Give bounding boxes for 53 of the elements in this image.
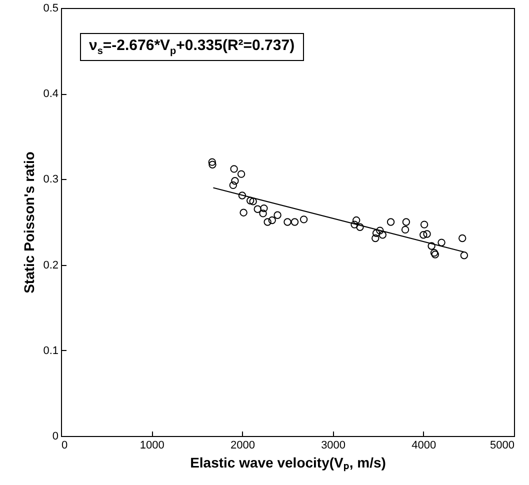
point bbox=[460, 252, 468, 260]
x-tick-label: 4000 bbox=[412, 440, 436, 452]
y-tick-label: 0.5 bbox=[43, 2, 58, 14]
point bbox=[254, 205, 262, 214]
point bbox=[376, 226, 384, 234]
point bbox=[284, 218, 292, 226]
point bbox=[378, 230, 386, 239]
point bbox=[237, 170, 246, 178]
x-tick-label: 3000 bbox=[321, 440, 346, 452]
point bbox=[356, 223, 364, 231]
y-tick-label: 0.2 bbox=[43, 259, 58, 272]
annotation: ν$_{s}$=-2.676*V$_{p}$+0.335(R²=0.737) bbox=[80, 33, 304, 61]
point bbox=[238, 192, 246, 200]
point bbox=[423, 230, 431, 238]
point bbox=[274, 211, 282, 219]
x-tick-label: 1000 bbox=[140, 440, 164, 452]
y-tick-label: 0.4 bbox=[43, 88, 58, 100]
point bbox=[246, 196, 254, 204]
point bbox=[428, 242, 436, 250]
y-tick-label: 0.1 bbox=[43, 344, 58, 357]
point bbox=[420, 220, 428, 228]
point bbox=[300, 216, 308, 224]
point bbox=[386, 218, 395, 226]
point bbox=[290, 218, 299, 226]
point bbox=[372, 234, 380, 242]
point bbox=[229, 181, 237, 190]
point bbox=[268, 216, 276, 224]
point bbox=[420, 230, 428, 239]
point bbox=[208, 158, 216, 166]
x-axis-title: Elastic wave velocity(Vₚ, m/s) bbox=[190, 454, 386, 472]
point bbox=[231, 177, 239, 185]
point bbox=[438, 238, 446, 246]
point bbox=[249, 198, 257, 206]
point bbox=[208, 160, 216, 168]
point bbox=[401, 226, 410, 234]
x-tick-label: 2000 bbox=[230, 440, 255, 452]
point bbox=[352, 216, 360, 224]
y-tick-label: 0 bbox=[52, 430, 58, 442]
x-tick-label: 5000 bbox=[490, 440, 514, 452]
point bbox=[260, 204, 268, 212]
point bbox=[240, 208, 248, 216]
point bbox=[458, 234, 466, 242]
y-axis-title: Static Poisson's ratio bbox=[21, 152, 38, 294]
point bbox=[430, 248, 438, 257]
point bbox=[259, 210, 267, 218]
point bbox=[350, 220, 358, 228]
point bbox=[264, 218, 272, 226]
point bbox=[372, 229, 380, 237]
point bbox=[402, 218, 410, 226]
point bbox=[431, 250, 440, 258]
point bbox=[230, 165, 238, 173]
y-tick-label: 0.3 bbox=[43, 174, 58, 186]
x-tick-label: 0 bbox=[62, 440, 68, 452]
